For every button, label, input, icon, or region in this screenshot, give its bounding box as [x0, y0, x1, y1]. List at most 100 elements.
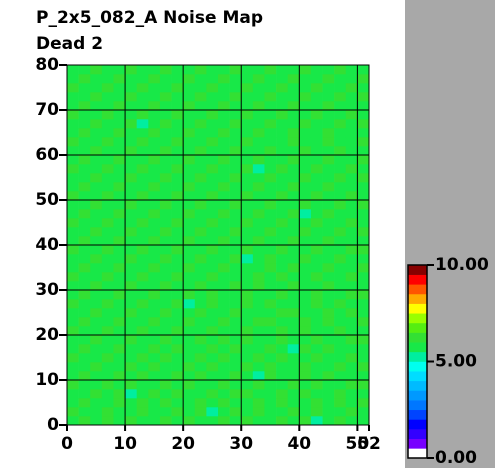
heatmap-cell: [218, 398, 230, 408]
heatmap-cell: [357, 74, 370, 84]
heatmap-cell: [101, 101, 114, 111]
heatmap-cell: [148, 128, 161, 138]
heatmap-cell: [334, 254, 347, 264]
heatmap-cell: [310, 92, 323, 102]
heatmap-cell: [322, 407, 335, 417]
heatmap-cell: [159, 317, 172, 327]
heatmap-cell: [113, 290, 126, 300]
heatmap-cell: [276, 128, 288, 138]
heatmap-cell: [229, 263, 242, 273]
x-tick-label: 50: [346, 434, 370, 454]
heatmap-cell: [218, 290, 230, 300]
heatmap-cell: [299, 191, 312, 201]
heatmap-cell: [218, 353, 230, 363]
heatmap-cell: [148, 371, 161, 381]
heatmap-cell: [183, 299, 196, 309]
x-tick-label: 40: [287, 434, 311, 454]
heatmap-cell: [310, 245, 323, 255]
heatmap-cell: [229, 416, 242, 426]
heatmap-cell: [183, 353, 196, 363]
heatmap-cell: [334, 218, 347, 228]
heatmap-cell: [125, 371, 137, 381]
heatmap-cell: [264, 290, 277, 300]
heatmap-cell: [252, 119, 265, 129]
heatmap-cell: [78, 290, 91, 300]
heatmap-cell: [90, 362, 103, 372]
heatmap-cell: [218, 74, 230, 84]
heatmap-cell: [206, 227, 219, 237]
heatmap-cell: [67, 362, 79, 372]
heatmap-cell: [194, 344, 207, 354]
heatmap-cell: [322, 155, 335, 165]
heatmap-cell: [229, 254, 242, 264]
heatmap-cell: [322, 182, 335, 192]
heatmap-cell: [229, 218, 242, 228]
heatmap-cell: [345, 173, 358, 183]
heatmap-cell: [90, 371, 103, 381]
heatmap-cell: [113, 173, 126, 183]
heatmap-cell: [229, 92, 242, 102]
heatmap-cell: [78, 236, 91, 246]
heatmap-cell: [183, 74, 196, 84]
heatmap-cell: [229, 155, 242, 165]
heatmap-cell: [78, 317, 91, 327]
heatmap-cell: [90, 164, 103, 174]
heatmap-cell: [125, 308, 137, 318]
heatmap-cell: [78, 74, 91, 84]
heatmap-cell: [136, 218, 149, 228]
heatmap-cell: [276, 389, 288, 399]
heatmap-cell: [357, 137, 370, 147]
heatmap-cell: [159, 209, 172, 219]
heatmap-cell: [241, 353, 254, 363]
colorbar-step: [408, 332, 427, 343]
heatmap-cell: [357, 308, 370, 318]
heatmap-cell: [310, 137, 323, 147]
heatmap-cell: [310, 164, 323, 174]
heatmap-cell: [334, 380, 347, 390]
heatmap-cell: [252, 209, 265, 219]
heatmap-cell: [171, 200, 184, 210]
heatmap-cell: [67, 137, 79, 147]
heatmap-cell: [159, 65, 172, 75]
heatmap-cell: [241, 110, 254, 120]
heatmap-cell: [148, 119, 161, 129]
heatmap-cell: [299, 335, 312, 345]
heatmap-cell: [159, 263, 172, 273]
heatmap-cell: [159, 182, 172, 192]
heatmap-cell: [183, 209, 196, 219]
heatmap-cell: [159, 83, 172, 93]
heatmap-cell: [357, 245, 370, 255]
heatmap-cell: [218, 191, 230, 201]
heatmap-cell: [276, 344, 288, 354]
heatmap-cell: [206, 254, 219, 264]
colorbar-tick-label: 0.00: [435, 448, 477, 468]
heatmap-cell: [229, 110, 242, 120]
heatmap-cell: [287, 83, 300, 93]
heatmap-cell: [90, 182, 103, 192]
heatmap-cell: [345, 281, 358, 291]
heatmap-cell: [310, 227, 323, 237]
heatmap-cell: [148, 101, 161, 111]
heatmap-cell: [90, 326, 103, 336]
heatmap-cell: [276, 380, 288, 390]
heatmap-cell: [241, 371, 254, 381]
heatmap-cell: [322, 254, 335, 264]
heatmap-cell: [113, 137, 126, 147]
heatmap-cell: [241, 254, 254, 264]
heatmap-cell: [334, 200, 347, 210]
heatmap-cell: [299, 389, 312, 399]
heatmap-cell: [218, 119, 230, 129]
heatmap-cell: [101, 407, 114, 417]
heatmap-cell: [183, 155, 196, 165]
heatmap-cell: [67, 110, 79, 120]
heatmap-cell: [218, 299, 230, 309]
heatmap-cell: [299, 317, 312, 327]
heatmap-cell: [287, 398, 300, 408]
heatmap-cell: [67, 173, 79, 183]
heatmap-cell: [148, 173, 161, 183]
heatmap-cell: [299, 398, 312, 408]
heatmap-cell: [241, 182, 254, 192]
heatmap-cell: [194, 101, 207, 111]
heatmap-cell: [183, 254, 196, 264]
heatmap-cell: [159, 344, 172, 354]
